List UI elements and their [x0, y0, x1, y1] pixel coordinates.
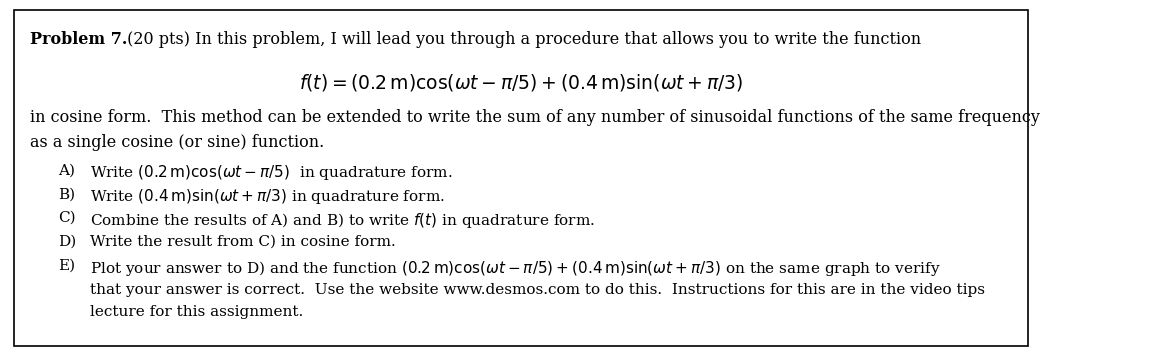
Text: D): D): [58, 235, 77, 249]
Text: (20 pts) In this problem, I will lead you through a procedure that allows you to: (20 pts) In this problem, I will lead yo…: [122, 31, 921, 48]
Text: Write $(0.2\,\mathrm{m})\cos(\omega t - \pi/5)$  in quadrature form.: Write $(0.2\,\mathrm{m})\cos(\omega t - …: [90, 163, 453, 182]
FancyBboxPatch shape: [14, 10, 1027, 346]
Text: E): E): [58, 259, 76, 273]
Text: Write the result from C) in cosine form.: Write the result from C) in cosine form.: [90, 235, 395, 249]
Text: A): A): [58, 163, 76, 177]
Text: as a single cosine (or sine) function.: as a single cosine (or sine) function.: [30, 134, 325, 151]
Text: Problem 7.: Problem 7.: [30, 31, 128, 48]
Text: Plot your answer to D) and the function $(0.2\,\mathrm{m})\cos(\omega t - \pi/5): Plot your answer to D) and the function …: [90, 259, 941, 278]
Text: lecture for this assignment.: lecture for this assignment.: [90, 305, 303, 319]
Text: C): C): [58, 211, 76, 225]
Text: Combine the results of A) and B) to write $f(t)$ in quadrature form.: Combine the results of A) and B) to writ…: [90, 211, 594, 230]
Text: that your answer is correct.  Use the website www.desmos.com to do this.  Instru: that your answer is correct. Use the web…: [90, 283, 985, 297]
Text: in cosine form.  This method can be extended to write the sum of any number of s: in cosine form. This method can be exten…: [30, 109, 1040, 126]
Text: Write $(0.4\,\mathrm{m})\sin(\omega t + \pi/3)$ in quadrature form.: Write $(0.4\,\mathrm{m})\sin(\omega t + …: [90, 187, 445, 206]
Text: B): B): [58, 187, 76, 201]
Text: $f(t) = (0.2\,\mathrm{m})\cos(\omega t - \pi/5) + (0.4\,\mathrm{m})\sin(\omega t: $f(t) = (0.2\,\mathrm{m})\cos(\omega t -…: [298, 72, 743, 93]
